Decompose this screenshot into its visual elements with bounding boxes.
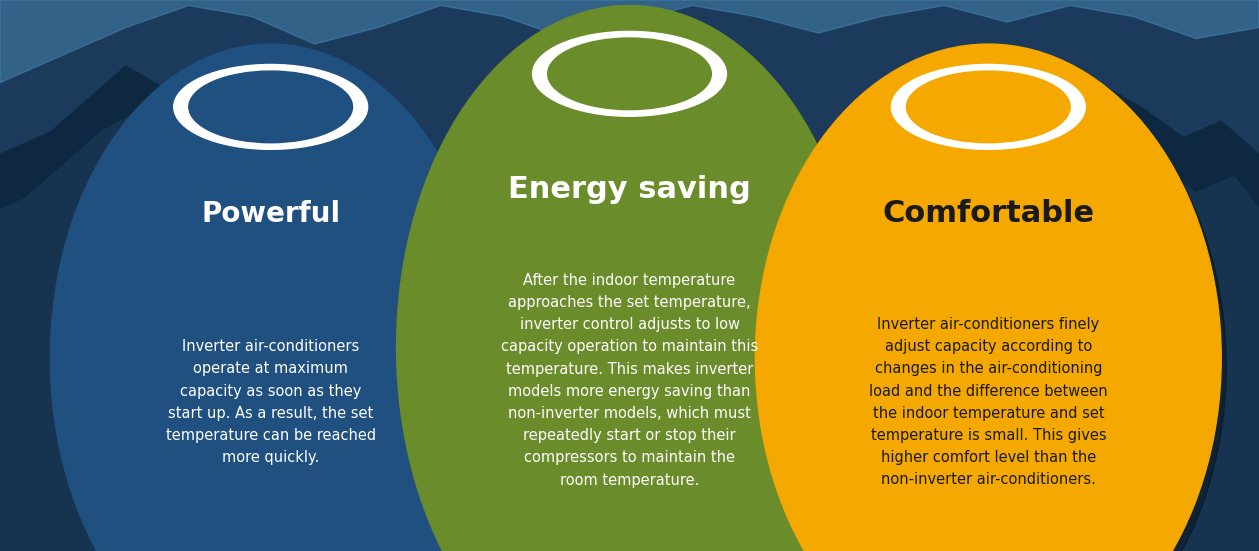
Text: Powerful: Powerful (201, 199, 340, 228)
Ellipse shape (55, 52, 496, 551)
Circle shape (891, 64, 1085, 149)
Circle shape (906, 71, 1070, 143)
Polygon shape (0, 66, 1259, 551)
Ellipse shape (402, 14, 867, 551)
Text: Comfortable: Comfortable (883, 199, 1094, 228)
Circle shape (533, 31, 726, 116)
Text: Inverter air-conditioners finely
adjust capacity according to
changes in the air: Inverter air-conditioners finely adjust … (869, 317, 1108, 488)
Circle shape (189, 71, 353, 143)
Ellipse shape (50, 44, 491, 551)
Text: Energy saving: Energy saving (509, 175, 750, 204)
Circle shape (548, 38, 711, 110)
Text: After the indoor temperature
approaches the set temperature,
inverter control ad: After the indoor temperature approaches … (501, 273, 758, 488)
Polygon shape (0, 110, 1259, 551)
Ellipse shape (760, 52, 1226, 551)
Polygon shape (0, 0, 1259, 83)
Ellipse shape (755, 44, 1221, 551)
Circle shape (174, 64, 368, 149)
Text: Inverter air-conditioners
operate at maximum
capacity as soon as they
start up. : Inverter air-conditioners operate at max… (166, 339, 375, 465)
Ellipse shape (397, 6, 862, 551)
